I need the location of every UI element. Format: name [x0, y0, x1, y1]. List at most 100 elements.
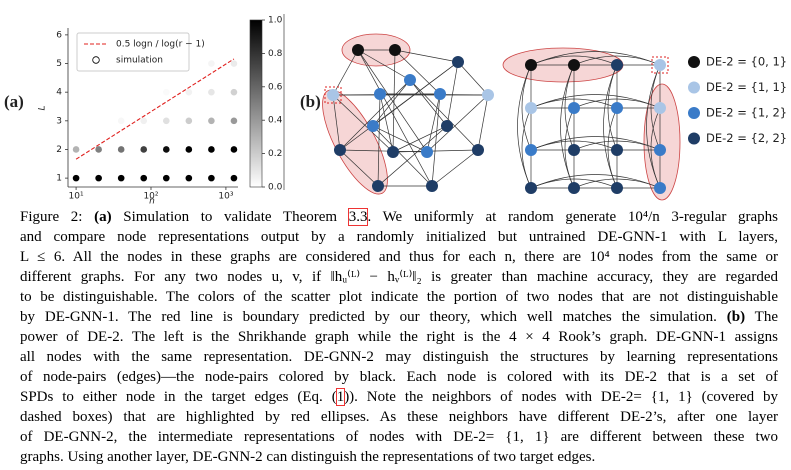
- edge: [431, 93, 441, 187]
- text: and compare node representations output …: [20, 229, 778, 245]
- text: (a): [94, 209, 112, 225]
- node: [525, 102, 537, 114]
- text: . We uniformly at random generate 10⁴/n …: [367, 209, 778, 225]
- text: power of DE-2. The left is the Shrikhand…: [20, 329, 778, 345]
- legend-swatch: [688, 81, 700, 94]
- node: [404, 74, 416, 86]
- edge: [339, 149, 379, 187]
- node: [611, 144, 623, 156]
- point: [208, 174, 215, 182]
- node: [611, 59, 623, 71]
- node: [654, 182, 666, 194]
- colorbar-tick-label: 0.4: [268, 116, 283, 126]
- dashed-box: [651, 56, 669, 74]
- point: [230, 146, 238, 153]
- edge: [607, 107, 618, 189]
- y-tick-label: 3: [56, 116, 62, 126]
- y-axis-label: L: [38, 105, 48, 110]
- caption-line: graphs. Using another layer, DE-GNN-2 ca…: [20, 447, 778, 467]
- node: [611, 182, 623, 194]
- x-tick-label: 10²: [143, 192, 158, 202]
- edge: [357, 49, 428, 153]
- colorbar: [249, 19, 263, 188]
- dashed-box: [324, 86, 342, 104]
- node: [472, 144, 484, 156]
- point: [117, 174, 125, 182]
- reference-link[interactable]: 3.3: [347, 208, 369, 226]
- edge: [431, 149, 479, 187]
- edge: [573, 140, 661, 151]
- caption-line: L ≤ 6. All the nodes in these graphs are…: [20, 247, 778, 267]
- node: [452, 56, 464, 68]
- trend-line: [75, 58, 235, 160]
- edge: [457, 61, 489, 96]
- node: [334, 144, 346, 156]
- node: [525, 59, 537, 71]
- caption-line: to be distinguishable. The colors of the…: [20, 287, 778, 307]
- node: [434, 88, 446, 100]
- y-tick-label: 5: [56, 59, 62, 69]
- point: [117, 117, 125, 125]
- caption-line: of DE-GNN-2, the intermediate representa…: [20, 427, 778, 447]
- caption: Figure 2: (a) Simulation to validate The…: [20, 207, 778, 467]
- point: [72, 146, 80, 153]
- point: [208, 146, 215, 153]
- node: [568, 102, 580, 114]
- node: [568, 182, 580, 194]
- node: [525, 144, 537, 156]
- edge: [372, 125, 433, 187]
- node: [441, 120, 453, 132]
- text: by DE-GNN-1. The red line is boundary pr…: [20, 309, 727, 325]
- edge: [564, 107, 575, 189]
- edge: [573, 178, 661, 189]
- node: [352, 44, 364, 56]
- edge: [573, 55, 661, 66]
- node: [374, 88, 386, 100]
- node: [654, 102, 666, 114]
- point: [162, 146, 170, 153]
- node: [654, 144, 666, 156]
- node: [482, 89, 494, 101]
- caption-line: by DE-GNN-1. The red line is boundary pr…: [20, 307, 778, 327]
- point: [185, 174, 193, 182]
- point: [185, 117, 193, 125]
- point: [95, 174, 102, 182]
- point: [208, 88, 215, 96]
- panel-label: (b): [300, 92, 321, 111]
- text: Figure 2:: [20, 209, 95, 225]
- point: [230, 174, 238, 182]
- node: [568, 144, 580, 156]
- caption-line: dashed boxes) that are highlighted by re…: [20, 407, 778, 427]
- y-tick-label: 6: [56, 30, 62, 40]
- legend-label: DE-2 = {1, 1}: [706, 80, 787, 94]
- text: SPDs to either node in the target edges …: [20, 389, 337, 405]
- text: The: [745, 309, 778, 325]
- legend-swatch: [688, 56, 700, 68]
- node: [387, 146, 399, 158]
- text: Simulation to validate Theorem: [111, 209, 349, 225]
- edge: [409, 79, 479, 151]
- x-tick-label: 10³: [218, 192, 233, 202]
- caption-line: Figure 2: (a) Simulation to validate The…: [20, 207, 778, 227]
- legend-swatch: [688, 107, 700, 119]
- node: [426, 180, 438, 192]
- caption-line: SPDs to either node in the target edges …: [20, 387, 778, 407]
- reference-link[interactable]: 1: [335, 388, 346, 406]
- node: [611, 102, 623, 114]
- point: [162, 174, 170, 182]
- point: [140, 174, 148, 182]
- point: [208, 117, 215, 125]
- caption-line: different graphs. For any two nodes u, v…: [20, 267, 778, 287]
- y-tick-label: 4: [56, 88, 62, 98]
- legend-label: 0.5 logn / log(r − 1): [116, 40, 205, 50]
- text: graphs. Using another layer, DE-GNN-2 ca…: [20, 449, 596, 465]
- edge: [426, 94, 489, 153]
- point: [117, 146, 125, 153]
- text: of DE-GNN-2, the intermediate representa…: [20, 429, 778, 445]
- edge: [377, 125, 448, 187]
- edge: [477, 94, 489, 151]
- point: [162, 117, 170, 125]
- node: [372, 180, 384, 192]
- colorbar-tick-label: 0.8: [268, 49, 283, 59]
- diagram: [322, 33, 681, 201]
